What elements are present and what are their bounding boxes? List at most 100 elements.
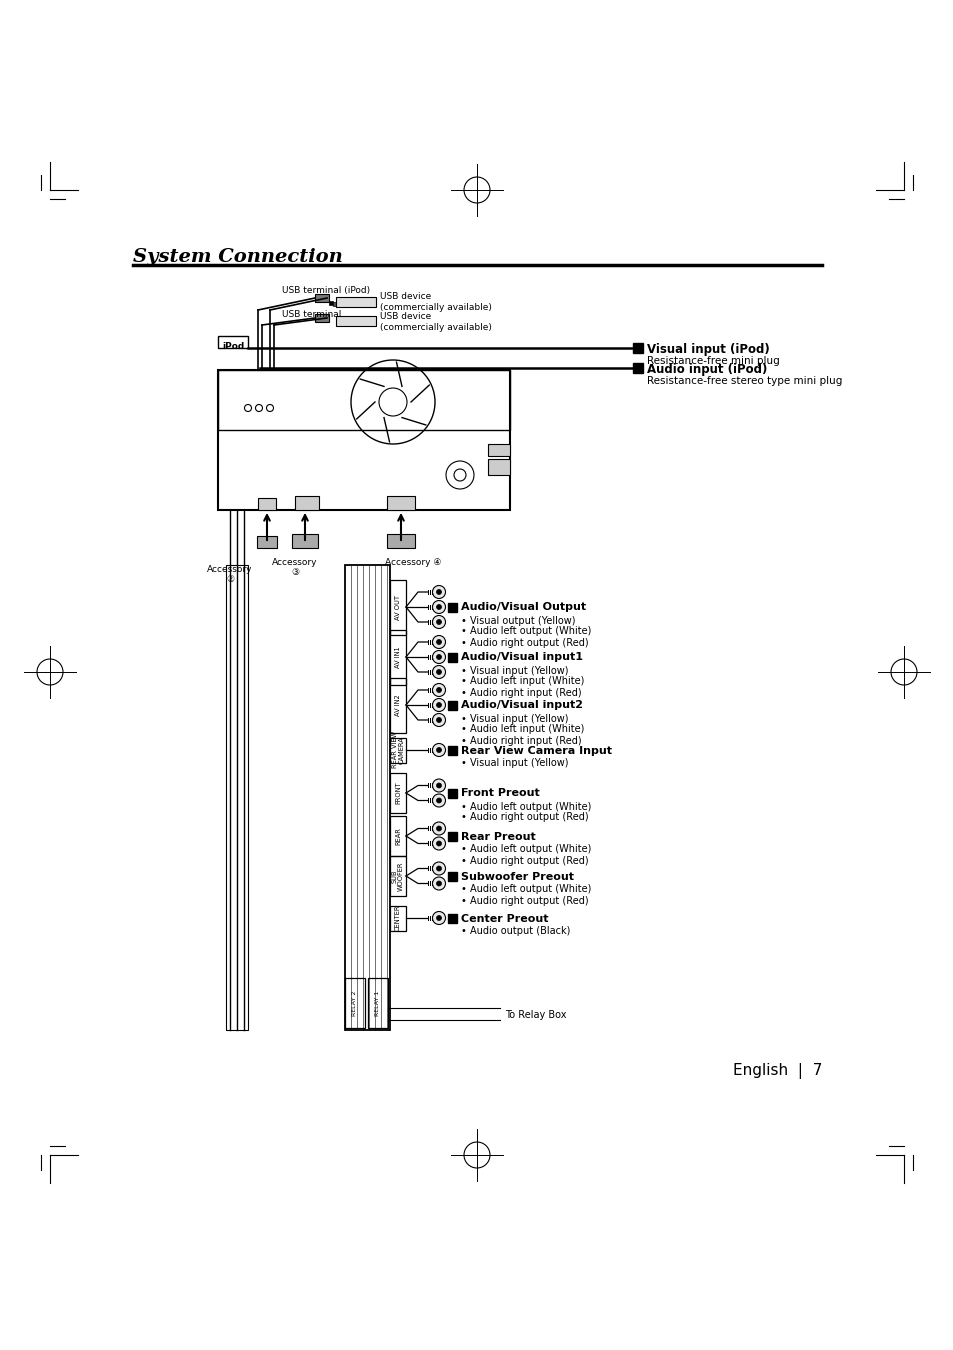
Text: System Connection: System Connection xyxy=(132,248,342,266)
Bar xyxy=(488,444,510,456)
Circle shape xyxy=(432,822,445,836)
Text: • Audio output (Black): • Audio output (Black) xyxy=(460,926,570,937)
Bar xyxy=(218,370,510,510)
Circle shape xyxy=(436,590,441,594)
Bar xyxy=(430,748,431,752)
Text: • Audio right input (Red): • Audio right input (Red) xyxy=(460,687,581,698)
Bar xyxy=(432,640,433,644)
Bar xyxy=(428,841,429,846)
Bar xyxy=(432,590,433,594)
Circle shape xyxy=(432,651,445,663)
Bar xyxy=(432,717,433,722)
Circle shape xyxy=(432,666,445,679)
Bar xyxy=(430,783,431,788)
Bar xyxy=(448,914,456,922)
Bar xyxy=(430,798,431,803)
Bar xyxy=(430,717,431,722)
Bar xyxy=(390,774,406,813)
Circle shape xyxy=(436,702,441,707)
Bar xyxy=(633,363,642,373)
Text: Visual input (iPod): Visual input (iPod) xyxy=(646,343,769,356)
Text: Rear View Camera Input: Rear View Camera Input xyxy=(460,745,612,756)
Circle shape xyxy=(432,878,445,890)
Text: • Audio left output (White): • Audio left output (White) xyxy=(460,802,591,811)
Bar xyxy=(430,841,431,846)
Bar xyxy=(329,301,333,305)
Circle shape xyxy=(244,405,252,412)
Bar xyxy=(432,783,433,788)
Text: REAR VIEW
CAMERA: REAR VIEW CAMERA xyxy=(392,732,404,768)
Bar xyxy=(218,370,510,431)
Circle shape xyxy=(266,405,274,412)
Circle shape xyxy=(436,687,441,693)
Bar xyxy=(428,783,429,788)
Text: Resistance-free mini plug: Resistance-free mini plug xyxy=(646,356,779,366)
Text: USB terminal (iPod): USB terminal (iPod) xyxy=(282,286,370,296)
Bar xyxy=(430,655,431,660)
Bar xyxy=(218,336,248,348)
Bar xyxy=(430,640,431,644)
Bar xyxy=(428,620,429,625)
Circle shape xyxy=(432,586,445,598)
Circle shape xyxy=(436,670,441,675)
Bar xyxy=(335,297,375,306)
Text: REAR: REAR xyxy=(395,828,400,845)
Bar xyxy=(430,670,431,675)
Bar xyxy=(432,841,433,846)
Circle shape xyxy=(436,826,441,832)
Bar xyxy=(448,652,456,662)
Text: Subwoofer Preout: Subwoofer Preout xyxy=(460,872,574,882)
Text: FRONT: FRONT xyxy=(395,782,400,805)
Text: English  |  7: English | 7 xyxy=(732,1062,821,1079)
Text: • Audio left input (White): • Audio left input (White) xyxy=(460,676,584,687)
Bar xyxy=(430,687,431,693)
Bar xyxy=(428,882,429,886)
Text: AV IN2: AV IN2 xyxy=(395,694,400,716)
Circle shape xyxy=(432,779,445,792)
Circle shape xyxy=(432,714,445,726)
Bar xyxy=(390,856,406,896)
Circle shape xyxy=(432,911,445,925)
Bar xyxy=(390,906,406,930)
Bar xyxy=(430,826,431,832)
Bar xyxy=(257,498,275,510)
Circle shape xyxy=(454,468,465,481)
Text: Audio/Visual input2: Audio/Visual input2 xyxy=(460,701,582,710)
Circle shape xyxy=(436,748,441,752)
Bar xyxy=(432,655,433,660)
Bar xyxy=(428,717,429,722)
Text: Audio/Visual input1: Audio/Visual input1 xyxy=(460,652,582,663)
Bar xyxy=(428,687,429,693)
Circle shape xyxy=(436,915,441,921)
Text: Accessory
③: Accessory ③ xyxy=(272,558,317,578)
Bar xyxy=(428,748,429,752)
Bar xyxy=(430,620,431,625)
Bar xyxy=(387,535,415,548)
Circle shape xyxy=(432,601,445,613)
Bar xyxy=(428,915,429,921)
Text: • Audio right output (Red): • Audio right output (Red) xyxy=(460,895,588,906)
Bar xyxy=(432,882,433,886)
Circle shape xyxy=(436,605,441,609)
Bar xyxy=(633,343,642,352)
Text: • Audio right output (Red): • Audio right output (Red) xyxy=(460,637,588,648)
Text: Audio input (iPod): Audio input (iPod) xyxy=(646,363,766,377)
Text: Rear Preout: Rear Preout xyxy=(460,832,536,841)
Circle shape xyxy=(432,616,445,629)
Text: Accessory
②: Accessory ② xyxy=(207,566,253,585)
Bar xyxy=(432,605,433,609)
Bar xyxy=(314,315,329,323)
Bar xyxy=(390,678,406,733)
Text: • Audio left output (White): • Audio left output (White) xyxy=(460,626,591,636)
Circle shape xyxy=(436,882,441,886)
Circle shape xyxy=(432,636,445,648)
Bar xyxy=(432,748,433,752)
Bar xyxy=(432,670,433,675)
Bar xyxy=(256,536,276,548)
Text: iPod: iPod xyxy=(222,342,244,351)
Circle shape xyxy=(436,798,441,803)
Bar xyxy=(448,832,456,841)
Circle shape xyxy=(436,620,441,625)
Bar xyxy=(430,590,431,594)
Bar xyxy=(390,579,406,634)
